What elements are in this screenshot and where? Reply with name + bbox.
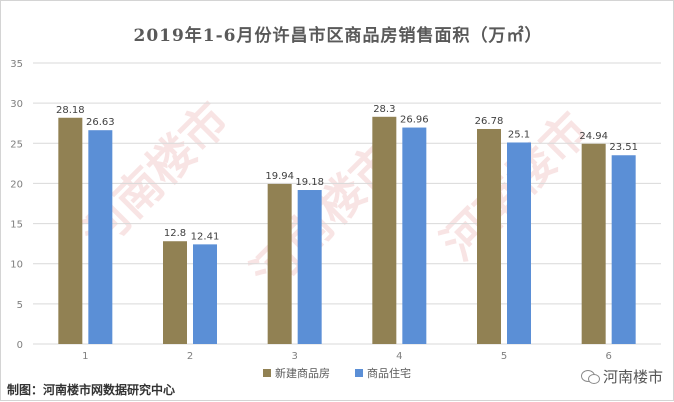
y-tick-label: 25 — [10, 139, 23, 150]
y-tick-label: 0 — [17, 340, 23, 351]
data-label: 12.8 — [164, 228, 186, 239]
brand-tag: 河南楼市 — [580, 366, 663, 387]
data-label: 23.51 — [609, 142, 638, 153]
data-label: 28.3 — [373, 104, 395, 115]
y-tick-label: 15 — [10, 220, 23, 231]
data-label: 19.94 — [265, 171, 294, 182]
bar-series2 — [297, 190, 322, 344]
y-tick-label: 30 — [10, 99, 23, 110]
legend-label: 商品住宅 — [367, 366, 411, 380]
data-label: 26.96 — [400, 115, 429, 126]
y-tick-label: 35 — [10, 59, 23, 70]
x-tick-label: 6 — [605, 351, 611, 362]
bar-series2 — [611, 155, 636, 344]
wechat-icon — [580, 369, 600, 384]
y-tick-label: 5 — [17, 300, 23, 311]
brand-name: 河南楼市 — [602, 368, 663, 386]
data-label: 26.78 — [475, 116, 504, 127]
bar-series1 — [581, 143, 606, 344]
bar-series2 — [507, 142, 531, 344]
x-tick-label: 4 — [396, 351, 402, 362]
data-label: 26.63 — [86, 117, 115, 128]
y-tick-label: 10 — [10, 260, 23, 271]
bar-series1 — [58, 117, 83, 345]
bar-series2 — [88, 130, 113, 344]
credit-text: 制图：河南楼市网数据研究中心 — [7, 383, 176, 397]
data-label: 12.41 — [191, 231, 220, 242]
data-label: 19.18 — [295, 177, 324, 188]
x-tick-label: 3 — [291, 351, 297, 362]
bar-series1 — [163, 241, 187, 344]
bar-series1 — [267, 183, 292, 344]
bar-series2 — [193, 244, 217, 344]
x-tick-label: 5 — [501, 351, 507, 362]
data-label: 25.1 — [508, 129, 530, 140]
data-label: 28.18 — [56, 105, 85, 116]
legend-swatch — [355, 369, 363, 377]
y-tick-label: 20 — [10, 179, 23, 190]
data-label: 24.94 — [579, 131, 608, 142]
legend-swatch — [263, 369, 271, 377]
legend-label: 新建商品房 — [275, 366, 330, 380]
chart-title: 2019年1-6月份许昌市区商品房销售面积（万㎡） — [133, 26, 543, 46]
x-tick-label: 2 — [187, 351, 193, 362]
bar-series1 — [477, 128, 501, 344]
x-tick-label: 1 — [82, 351, 88, 362]
bar-series2 — [402, 127, 427, 344]
bar-series1 — [372, 116, 397, 344]
